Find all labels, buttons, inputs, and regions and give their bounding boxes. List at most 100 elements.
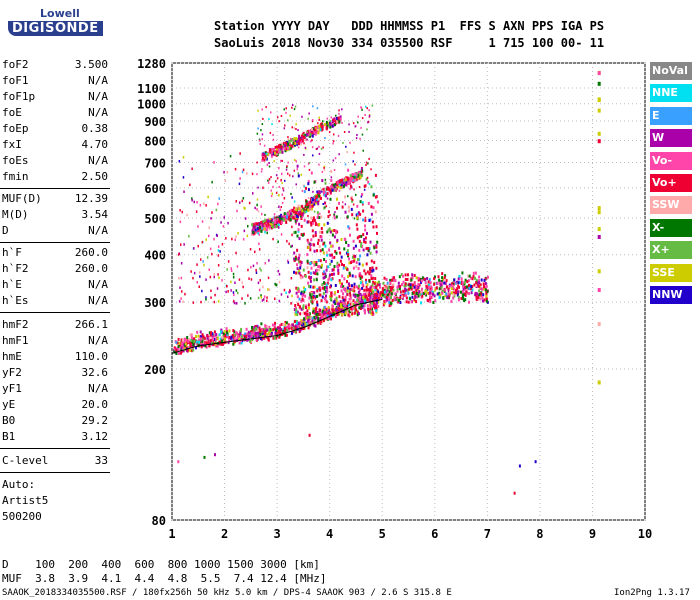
echo-point: [368, 247, 371, 250]
echo-point: [361, 133, 364, 136]
echo-point: [362, 233, 365, 237]
echo-point: [349, 300, 352, 304]
echo-point: [269, 217, 272, 221]
echo-point: [235, 235, 237, 238]
echo-point: [325, 308, 328, 312]
echo-point: [287, 213, 290, 217]
param-name: yF2: [2, 366, 22, 379]
echo-point: [355, 223, 358, 227]
echo-point: [215, 344, 218, 348]
echo-point: [270, 151, 273, 155]
echo-point: [486, 290, 489, 293]
echo-point: [392, 283, 395, 287]
echo-point: [313, 131, 316, 135]
echo-point: [352, 293, 355, 297]
echo-point: [358, 248, 361, 252]
echo-point: [311, 139, 313, 142]
echo-point: [365, 262, 368, 266]
echo-point: [284, 179, 286, 182]
echo-point: [342, 301, 345, 305]
echo-point: [260, 220, 263, 224]
echo-point: [263, 144, 266, 147]
echo-point: [257, 335, 260, 338]
echo-point: [260, 205, 262, 208]
echo-point: [404, 292, 407, 296]
echo-point: [326, 192, 329, 196]
echo-point: [258, 326, 261, 330]
echo-point: [328, 188, 331, 192]
echo-point: [313, 218, 316, 222]
echo-point: [332, 159, 335, 162]
echo-point: [278, 219, 281, 222]
echo-point: [193, 340, 196, 343]
echo-point: [301, 275, 304, 279]
echo-point: [470, 291, 473, 295]
echo-point: [439, 281, 441, 285]
echo-point: [307, 306, 310, 310]
echo-point: [214, 453, 216, 457]
echo-point: [299, 321, 302, 325]
echo-point: [330, 169, 333, 173]
echo-point: [347, 168, 350, 172]
param-name: D: [2, 224, 9, 237]
echo-point: [267, 221, 270, 225]
echo-point: [325, 283, 328, 287]
echo-point: [183, 347, 186, 351]
echo-point: [295, 308, 298, 312]
echo-point: [468, 283, 470, 287]
echo-point: [266, 333, 268, 337]
echo-point: [273, 213, 276, 216]
echo-point: [421, 294, 424, 298]
echo-point: [334, 315, 337, 318]
echo-point: [324, 206, 326, 209]
echo-point: [311, 134, 314, 138]
echo-point: [343, 310, 346, 314]
echo-point: [307, 200, 310, 204]
echo-point: [483, 285, 485, 289]
echo-point: [307, 162, 310, 165]
echo-point: [328, 248, 331, 252]
echo-point: [291, 106, 293, 109]
echo-point: [293, 137, 296, 141]
echo-point: [316, 195, 319, 198]
echo-point: [369, 266, 372, 270]
echo-point: [361, 263, 364, 267]
echo-point: [266, 296, 268, 299]
echo-point: [200, 334, 203, 338]
echo-point: [407, 300, 410, 304]
echo-point: [295, 319, 298, 323]
echo-point: [218, 276, 220, 279]
echo-point: [301, 139, 304, 143]
echo-point: [364, 184, 367, 188]
echo-point: [326, 230, 329, 234]
echo-point: [275, 191, 278, 194]
echo-point: [313, 127, 316, 131]
echo-point: [248, 332, 251, 336]
echo-point: [295, 183, 297, 186]
echo-point: [387, 292, 390, 296]
echo-point: [179, 286, 181, 289]
file-info: SAAOK_2018334035500.RSF / 180fx256h 50 k…: [2, 588, 452, 598]
echo-point: [241, 170, 244, 174]
echo-point: [291, 144, 294, 148]
param-value: N/A: [88, 154, 108, 167]
echo-point: [332, 272, 335, 276]
echo-point: [411, 276, 414, 280]
echo-point: [447, 292, 450, 296]
echo-point: [278, 273, 281, 276]
echo-point: [211, 336, 214, 340]
echo-point: [292, 141, 295, 145]
echo-point: [350, 196, 353, 200]
echo-point: [370, 259, 373, 263]
param-name: h`Es: [2, 294, 29, 307]
echo-point: [269, 327, 272, 331]
echo-point: [465, 290, 468, 294]
echo-point: [318, 223, 321, 226]
echo-point: [364, 228, 367, 232]
echo-point: [375, 244, 378, 247]
echo-point: [306, 266, 309, 270]
echo-point: [352, 122, 355, 125]
echo-point: [351, 213, 354, 217]
echo-point: [282, 189, 285, 192]
echo-point: [376, 295, 379, 299]
